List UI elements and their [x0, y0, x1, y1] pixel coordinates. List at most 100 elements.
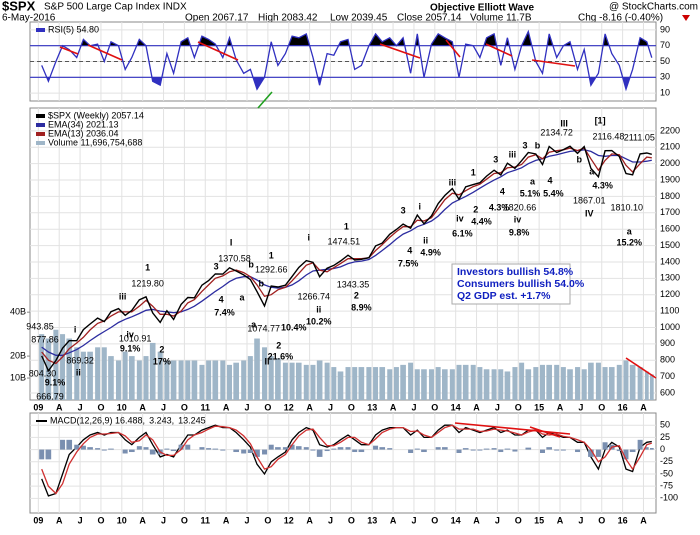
bar — [512, 367, 518, 400]
wave-label: 1010.91 — [119, 333, 152, 343]
x-tick-label: J — [161, 515, 166, 525]
y-tick-label: 0 — [660, 444, 665, 454]
x-tick-label: O — [431, 402, 438, 412]
y-tick-label: -75 — [660, 481, 673, 491]
x-tick-label: A — [139, 402, 146, 412]
x-tick-label: 11 — [201, 402, 211, 412]
bar — [60, 439, 66, 450]
quote: Open 2067.17 — [185, 13, 249, 24]
bar — [268, 444, 274, 450]
wave-label: 15.2% — [617, 237, 643, 247]
series-line — [41, 145, 652, 373]
wave-label: 804.30 — [29, 368, 57, 378]
bar — [337, 371, 344, 400]
y-tick-label: 1900 — [660, 174, 680, 184]
bar — [316, 449, 323, 457]
bar — [533, 367, 539, 400]
bar — [191, 360, 198, 400]
x-tick-label: A — [557, 402, 564, 412]
bar — [491, 448, 497, 450]
wave-label: 9.1% — [45, 377, 66, 387]
bar — [170, 449, 177, 452]
wave-label: b — [258, 278, 264, 288]
wave-label: 9.8% — [509, 227, 530, 237]
series-line — [41, 149, 652, 356]
wave-label: 1343.35 — [337, 279, 370, 289]
x-tick-label: A — [473, 402, 480, 412]
bar — [233, 362, 239, 400]
y-tick-label: 1700 — [660, 207, 680, 217]
x-tick-label: J — [328, 402, 333, 412]
y-tick-label: 1000 — [660, 322, 680, 332]
x-tick-label: A — [390, 402, 397, 412]
y-tick-label: 1600 — [660, 224, 680, 234]
bar — [608, 367, 615, 400]
wave-label: 1 — [344, 221, 349, 231]
bar — [414, 448, 420, 450]
y-tick-label: -25 — [660, 456, 673, 466]
bar — [45, 449, 52, 460]
source: Objective Elliott Wave — [430, 3, 535, 14]
y2-tick-label: 20B — [10, 350, 26, 360]
bar — [74, 347, 80, 400]
x-tick-label: J — [78, 515, 83, 525]
bar — [80, 445, 86, 450]
wave-label: ii — [423, 235, 428, 245]
bar — [373, 445, 379, 450]
series-line — [41, 147, 652, 365]
bar — [247, 449, 253, 453]
x-tick-label: A — [139, 515, 146, 525]
bar — [477, 367, 483, 400]
bar — [129, 356, 135, 400]
watermark: @ StockCharts.com — [609, 2, 698, 13]
bar — [39, 449, 45, 460]
legend-swatch — [36, 141, 45, 145]
wave-label: 21.6% — [268, 351, 294, 361]
note-line: Investors bullish 54.8% — [457, 266, 574, 278]
bar — [101, 449, 107, 451]
y-tick-label: 90 — [660, 24, 670, 34]
quote: Close 2057.14 — [397, 13, 462, 24]
x-tick-label: J — [245, 515, 250, 525]
quote: High 2083.42 — [258, 13, 318, 24]
bar — [435, 447, 441, 450]
x-tick-label: 10 — [117, 515, 127, 525]
wave-label: 3 — [214, 261, 219, 271]
bar — [331, 448, 337, 450]
bar — [602, 367, 608, 400]
bar — [462, 448, 469, 450]
wave-label: 943.85 — [26, 321, 54, 331]
bar — [428, 369, 434, 400]
wave-label: i — [74, 324, 77, 334]
x-tick-label: A — [640, 515, 647, 525]
bar — [616, 449, 622, 452]
y-tick-label: 1100 — [660, 305, 679, 315]
trend-line — [531, 59, 576, 67]
y-tick-label: 70 — [660, 40, 670, 50]
panel — [29, 107, 657, 401]
bar — [644, 371, 649, 400]
wave-label: 10.2% — [306, 316, 332, 326]
wave-label: 4.3% — [489, 202, 510, 212]
bar — [470, 449, 476, 451]
wave-label: a — [589, 166, 595, 176]
wave-label: III — [560, 118, 568, 128]
bar — [53, 329, 59, 400]
bar — [595, 449, 601, 457]
x-tick-label: O — [97, 515, 104, 525]
wave-label: 869.32 — [66, 355, 94, 365]
wave-label: a — [239, 292, 245, 302]
bar — [268, 356, 274, 400]
y-tick-label: 600 — [660, 387, 675, 397]
wave-label: b — [535, 140, 541, 150]
x-tick-label: O — [348, 515, 355, 525]
legend-label: EMA(34) 2021.13 — [48, 119, 119, 129]
wave-label: 2 — [354, 290, 359, 300]
bar — [95, 347, 101, 400]
wave-label: i — [419, 201, 422, 211]
y-tick-label: 1200 — [660, 289, 680, 299]
legend-label: Volume 11,696,754,688 — [48, 137, 142, 147]
legend-label: 13.245 — [178, 415, 206, 425]
bar — [199, 447, 205, 450]
x-tick-label: J — [245, 402, 250, 412]
